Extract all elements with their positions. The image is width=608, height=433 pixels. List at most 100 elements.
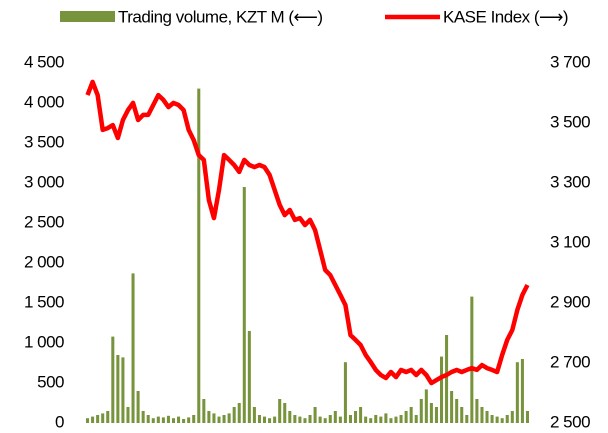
y-tick-label: 1 500 [24, 292, 64, 311]
bar [480, 407, 484, 423]
bar [207, 411, 211, 423]
bar [470, 296, 474, 423]
y-tick-label: 4 500 [24, 52, 64, 71]
bar [348, 415, 352, 423]
y-tick-label: 3 500 [24, 132, 64, 151]
bar [419, 399, 423, 423]
bar [374, 415, 378, 423]
bar [303, 418, 307, 423]
y2-tick-label: 2 700 [550, 352, 590, 371]
y-tick-label: 0 [55, 412, 64, 431]
bar [399, 415, 403, 423]
bar [455, 399, 459, 423]
bar [465, 415, 469, 423]
bar [126, 407, 130, 423]
y2-tick-label: 3 700 [550, 52, 590, 71]
bar [505, 415, 509, 423]
bar [338, 416, 342, 423]
bar [475, 399, 479, 423]
bar [96, 415, 100, 423]
bar [293, 415, 297, 423]
bar [298, 416, 302, 423]
bar [288, 411, 292, 423]
bar [247, 331, 251, 423]
bar [394, 416, 398, 423]
bar [101, 413, 105, 423]
bar [500, 418, 504, 423]
bar [369, 418, 373, 423]
bar [242, 187, 246, 423]
bar [197, 88, 201, 423]
bar [278, 399, 282, 423]
bar [490, 415, 494, 423]
bar [187, 417, 191, 423]
bar [222, 415, 226, 423]
y-tick-label: 4 000 [24, 92, 64, 111]
y2-tick-label: 3 100 [550, 232, 590, 251]
bar [273, 416, 277, 423]
bar [111, 336, 115, 423]
y-tick-label: 2 000 [24, 252, 64, 271]
bar [161, 417, 165, 423]
bar [445, 335, 449, 423]
bar [485, 411, 489, 423]
bar [166, 415, 170, 423]
bar [364, 416, 368, 423]
bar [116, 355, 120, 423]
y2-tick-label: 2 900 [550, 292, 590, 311]
bar [495, 416, 499, 423]
bar [318, 416, 322, 423]
bar [212, 413, 216, 423]
bar [141, 411, 145, 423]
bar [268, 418, 272, 423]
bar [333, 411, 337, 423]
bar [202, 399, 206, 423]
bar [192, 415, 196, 423]
bar [283, 403, 287, 423]
bar [156, 416, 160, 423]
bar [182, 419, 186, 423]
bar [343, 362, 347, 423]
y2-tick-label: 2 500 [550, 412, 590, 431]
legend-label: Trading volume, KZT M (⟵) [118, 7, 323, 26]
bar [439, 356, 444, 423]
bar [227, 413, 231, 423]
index-line [85, 79, 530, 386]
bar [379, 416, 383, 423]
y-tick-label: 3 000 [24, 172, 64, 191]
bar [450, 391, 454, 423]
bar [237, 403, 241, 423]
bar [252, 407, 256, 423]
y-tick-label: 1 000 [24, 332, 64, 351]
y-tick-label: 2 500 [24, 212, 64, 231]
bar [131, 273, 135, 423]
bar [323, 418, 327, 423]
bar [263, 416, 267, 423]
bar [313, 407, 317, 423]
bar [525, 411, 529, 423]
bar [151, 418, 155, 423]
bar [414, 415, 418, 423]
y2-tick-label: 3 300 [550, 172, 590, 191]
bar [217, 416, 221, 423]
legend-label: KASE Index (⟶) [443, 7, 568, 26]
bar [359, 407, 363, 423]
bar [328, 415, 332, 423]
bar [389, 418, 393, 423]
bar [515, 362, 519, 423]
bar [86, 418, 90, 423]
legend-swatch [60, 11, 115, 22]
bar [146, 415, 150, 423]
bar [404, 411, 408, 423]
y-tick-label: 500 [37, 372, 64, 391]
bar [121, 357, 125, 423]
bar [384, 413, 388, 423]
bar [177, 416, 181, 423]
bar [171, 418, 176, 423]
bar [106, 411, 110, 423]
bar [429, 403, 433, 423]
bar [232, 407, 236, 423]
bar [136, 391, 140, 423]
bar [434, 407, 438, 423]
